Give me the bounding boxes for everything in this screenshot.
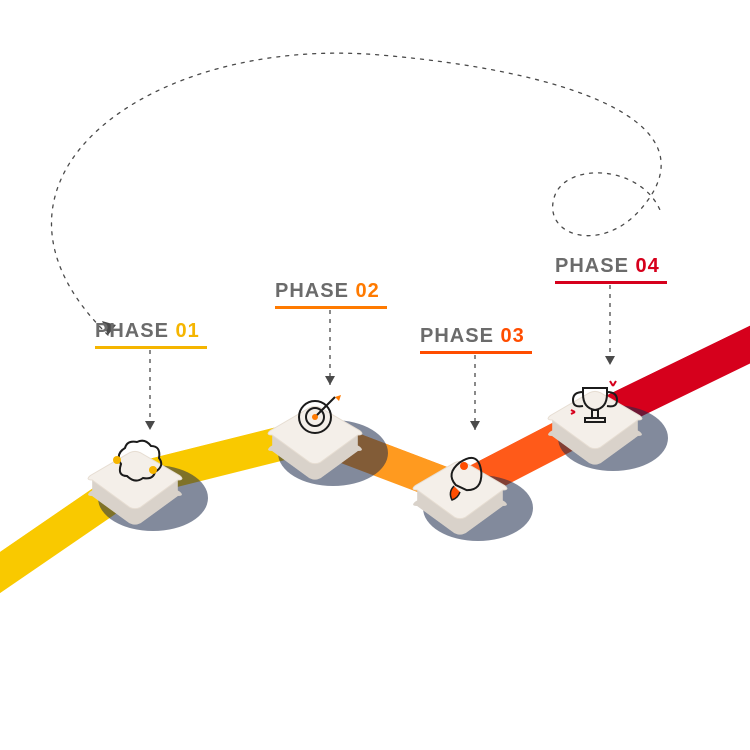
phase-underline-04 <box>555 281 667 284</box>
phase-number: 01 <box>169 320 200 342</box>
infographic-stage: { "type": "infographic-phases-isometric"… <box>0 0 750 750</box>
phase-word: PHASE <box>275 280 349 302</box>
phase-number: 04 <box>629 255 660 277</box>
phase-underline-02 <box>275 306 387 309</box>
phase-label-01: PHASE 01 <box>95 320 200 343</box>
phase-label-04: PHASE 04 <box>555 255 660 278</box>
phase-word: PHASE <box>555 255 629 277</box>
phase-number: 03 <box>494 325 525 347</box>
phase-word: PHASE <box>95 320 169 342</box>
phase-label-02: PHASE 02 <box>275 280 380 303</box>
phase-label-03: PHASE 03 <box>420 325 525 348</box>
phase-number: 02 <box>349 280 380 302</box>
phase-underline-01 <box>95 346 207 349</box>
phase-underline-03 <box>420 351 532 354</box>
phase-word: PHASE <box>420 325 494 347</box>
svg-canvas <box>0 0 750 750</box>
